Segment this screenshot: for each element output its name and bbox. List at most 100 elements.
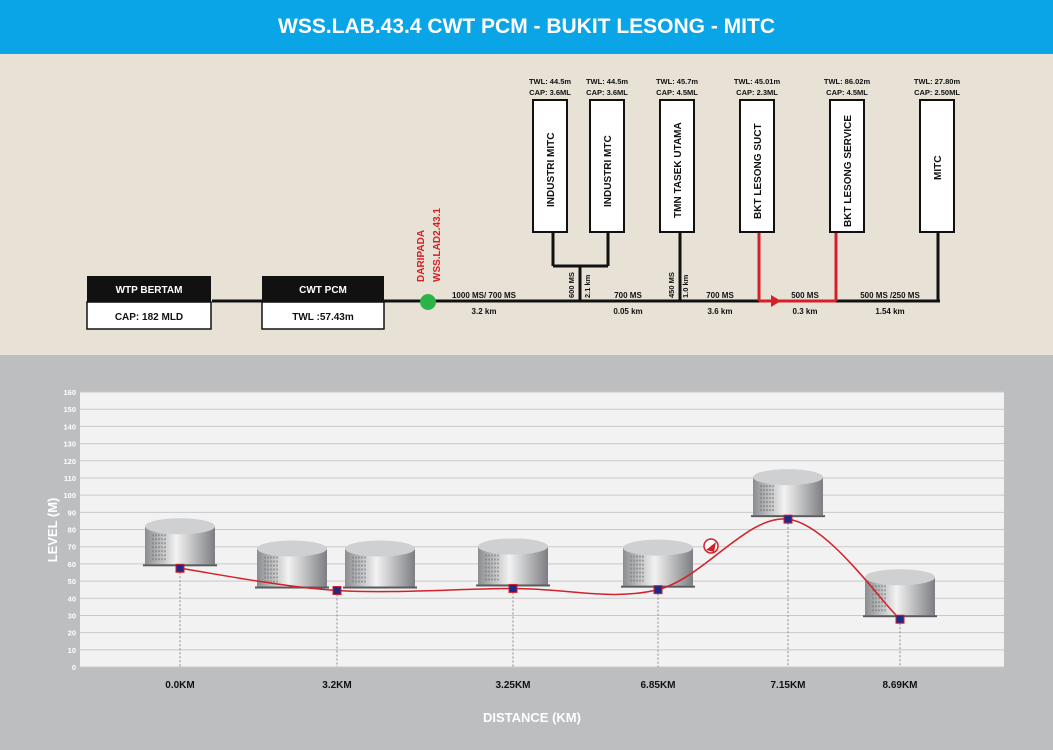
data-point [895, 614, 905, 624]
tank-twl: TWL: 86.02m [824, 77, 871, 86]
tank-icon [863, 569, 937, 618]
tank-icon [143, 518, 217, 567]
tank-twl: TWL: 44.5m [586, 77, 628, 86]
data-point [175, 563, 185, 573]
source-name: WTP BERTAM [116, 285, 183, 296]
tank-name: INDUSTRI MTC [603, 135, 614, 207]
x-axis-label: DISTANCE (KM) [483, 710, 581, 725]
y-tick-label: 10 [68, 646, 76, 655]
tank-cap: CAP: 3.6ML [529, 88, 571, 97]
x-tick-label: 7.15KM [770, 680, 805, 691]
tank-name: BKT LESONG SUCT [753, 123, 764, 219]
page-title: WSS.LAB.43.4 CWT PCM - BUKIT LESONG - MI… [0, 0, 1053, 54]
pipe-label-size: 700 MS [706, 291, 734, 300]
tank-bkt-lesong-service: TWL: 86.02m CAP: 4.5ML BKT LESONG SERVIC… [824, 77, 871, 233]
pump-icon [771, 295, 781, 307]
branch-label-length: 2.1 km [583, 274, 592, 298]
y-tick-label: 30 [68, 611, 76, 620]
tank-name: INDUSTRI MITC [546, 133, 557, 207]
tank-twl: TWL: 44.5m [529, 77, 571, 86]
y-tick-label: 130 [63, 440, 76, 449]
tank-roof [623, 539, 693, 556]
y-tick-label: 40 [68, 594, 76, 603]
tank-cap: CAP: 4.5ML [656, 88, 698, 97]
data-point [783, 514, 793, 524]
source-wtp-bertam: WTP BERTAM CAP: 182 MLD [86, 276, 212, 330]
y-tick-label: 90 [68, 508, 76, 517]
chart-svg: 0 10 20 30 40 50 60 70 80 90 100 110 120 130 140 150 160… [45, 388, 1004, 725]
tank-icon [476, 538, 550, 587]
branch-label-size: 600 MS [567, 272, 576, 298]
tank-name: BKT LESONG SERVICE [843, 115, 854, 227]
tank-industri-mtc: TWL: 44.5m CAP: 3.6ML INDUSTRI MTC [586, 77, 628, 233]
pipe-label-size: 1000 MS/ 700 MS [452, 291, 517, 300]
x-tick-label: 0.0KM [165, 680, 194, 691]
network-schematic: WTP BERTAM CAP: 182 MLD CWT PCM TWL :57.… [0, 54, 1053, 355]
y-tick-label: 110 [64, 474, 76, 483]
tank-industri-mitc: TWL: 44.5m CAP: 3.6ML INDUSTRI MITC [529, 77, 571, 233]
tank-roof [753, 469, 823, 486]
tank-roof [257, 540, 327, 557]
data-point [332, 586, 342, 596]
tank-twl: TWL: 27.80m [914, 77, 961, 86]
y-tick-label: 60 [68, 560, 76, 569]
tank-name: TMN TASEK UTAMA [673, 122, 684, 218]
x-tick-label: 8.69KM [882, 680, 917, 691]
y-tick-label: 160 [63, 388, 76, 397]
tank-cap: CAP: 4.5ML [826, 88, 868, 97]
y-tick-label: 140 [63, 422, 76, 431]
tank-base [343, 586, 417, 589]
y-tick-labels: 0 10 20 30 40 50 60 70 80 90 100 110 120 130 140 150 160 [63, 388, 76, 672]
tank-icon [751, 469, 825, 518]
tank-mitc: TWL: 27.80m CAP: 2.50ML MITC [914, 77, 961, 233]
level-profile-chart: 0 10 20 30 40 50 60 70 80 90 100 110 120 130 140 150 160… [0, 355, 1053, 745]
branch-label-size: 450 MS [667, 272, 676, 298]
x-tick-label: 3.25KM [495, 680, 530, 691]
tank-illustrations [143, 469, 937, 618]
junction-label-2: WSS.LAD2.43.1 [432, 208, 443, 282]
junction-node [420, 294, 436, 310]
y-tick-label: 50 [68, 577, 76, 586]
source-value: TWL :57.43m [292, 312, 354, 323]
x-tick-labels: 0.0KM 3.2KM 3.25KM 6.85KM 7.15KM 8.69KM [165, 680, 917, 691]
pipe-label-length: 0.3 km [793, 307, 818, 316]
y-tick-label: 20 [68, 629, 76, 638]
tank-roof [345, 540, 415, 557]
y-tick-label: 70 [68, 543, 76, 552]
y-tick-label: 150 [63, 405, 76, 414]
tank-tmn-tasek-utama: TWL: 45.7m CAP: 4.5ML TMN TASEK UTAMA [656, 77, 698, 233]
tank-cap: CAP: 2.3ML [736, 88, 778, 97]
pipe-label-length: 3.2 km [472, 307, 497, 316]
y-tick-label: 100 [63, 491, 76, 500]
data-markers [175, 514, 905, 624]
pipe-label-length: 3.6 km [708, 307, 733, 316]
tank-base [255, 586, 329, 589]
source-name: CWT PCM [299, 285, 347, 296]
drop-lines [179, 519, 901, 667]
x-tick-label: 6.85KM [640, 680, 675, 691]
pump-marker [703, 538, 719, 554]
pipe-label-size: 500 MS [791, 291, 819, 300]
pipe-label-size: 500 MS /250 MS [860, 291, 920, 300]
tank-twl: TWL: 45.7m [656, 77, 698, 86]
tank-roof [865, 569, 935, 586]
pipe-label-size: 700 MS [614, 291, 642, 300]
data-point [508, 583, 518, 593]
pipe-label-length: 0.05 km [613, 307, 642, 316]
tank-twl: TWL: 45.01m [734, 77, 781, 86]
tank-icon [621, 539, 695, 588]
tank-icon [343, 540, 417, 589]
y-axis-label: LEVEL (M) [45, 498, 60, 563]
tank-bkt-lesong-suct: TWL: 45.01m CAP: 2.3ML BKT LESONG SUCT [734, 77, 781, 233]
tank-roof [478, 538, 548, 555]
data-point [653, 585, 663, 595]
tank-cap: CAP: 2.50ML [914, 88, 960, 97]
source-value: CAP: 182 MLD [115, 312, 183, 323]
tank-icon [255, 540, 329, 589]
junction-label-1: DARIPADA [416, 230, 427, 282]
branch-label-length: 1.0 km [681, 274, 690, 298]
source-cwt-pcm: CWT PCM TWL :57.43m [261, 276, 385, 330]
y-tick-label: 80 [68, 526, 76, 535]
level-series-line [179, 518, 901, 620]
tank-name: MITC [933, 156, 944, 180]
